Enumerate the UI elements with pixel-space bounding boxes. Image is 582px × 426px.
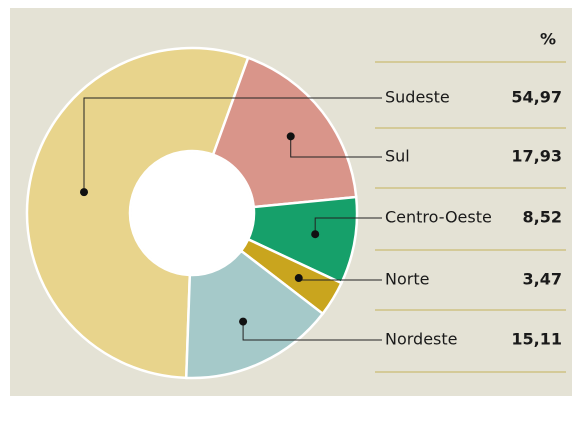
leader-line xyxy=(83,97,382,193)
leader-dot xyxy=(286,132,295,141)
leader-dot xyxy=(239,317,248,326)
donut-segment xyxy=(211,56,358,209)
value-label: 3,47 xyxy=(523,270,562,289)
value-label: 17,93 xyxy=(511,147,562,166)
category-label: Sudeste xyxy=(385,88,450,107)
category-label: Sul xyxy=(385,147,410,166)
leader-line xyxy=(242,321,382,341)
value-label: 8,52 xyxy=(523,208,562,227)
leader-line xyxy=(314,217,382,235)
leader-dot xyxy=(294,274,303,283)
category-label: Nordeste xyxy=(385,330,458,349)
leader-dot xyxy=(311,230,320,239)
value-header: % xyxy=(540,30,556,49)
donut-hole xyxy=(131,152,253,274)
category-label: Centro-Oeste xyxy=(385,208,492,227)
value-label: 54,97 xyxy=(511,88,562,107)
leader-line xyxy=(290,136,382,158)
donut-segment xyxy=(25,46,250,380)
leader-dot xyxy=(80,188,89,197)
donut-segment xyxy=(184,249,325,380)
category-label: Norte xyxy=(385,270,429,289)
value-label: 15,11 xyxy=(511,330,562,349)
